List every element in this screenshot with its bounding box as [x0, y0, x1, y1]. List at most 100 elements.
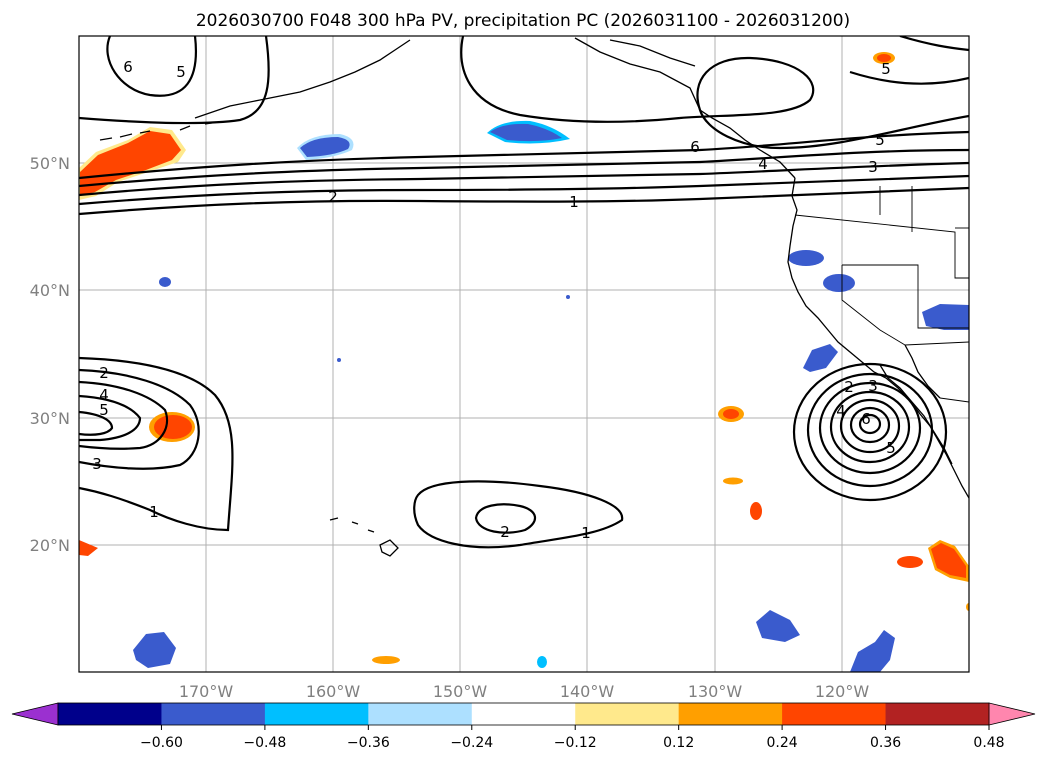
contour-label: 2 [500, 523, 510, 541]
precip-blobs [79, 52, 969, 672]
colorbar-ticks: −0.60 −0.48 −0.36 −0.24 −0.12 0.12 0.24 0.36 0.4… [140, 725, 1005, 751]
precip-blob [133, 632, 176, 668]
precip-blob [537, 656, 547, 668]
pv-contour-4 [79, 148, 969, 188]
colorbar-tick-label: −0.48 [243, 735, 286, 751]
precip-blob [756, 610, 800, 642]
precip-blob [490, 123, 562, 142]
contour-label: 6 [123, 58, 133, 76]
pv-contour [79, 368, 200, 470]
colorbar-segment [161, 703, 266, 725]
map-frame [78, 35, 970, 673]
contour-label: 2 [328, 188, 338, 206]
colorbar-frame [57, 702, 990, 726]
colorbar-extend-right [988, 702, 1036, 726]
lon-tick-label: 130°W [688, 682, 743, 701]
contour-label: 3 [868, 158, 878, 176]
precip-blob [750, 502, 762, 520]
pv-contour-1 [79, 186, 969, 216]
pv-contour [79, 36, 270, 125]
colorbar-tick-label: 0.12 [663, 735, 694, 751]
map-panel: 5 6 6 5 4 3 2 1 5 2 4 5 3 1 2 1 2 3 4 6 [78, 35, 970, 673]
contour-label: 1 [149, 503, 159, 521]
coastlines [99, 37, 969, 557]
coastline [904, 344, 941, 399]
lat-tick-label: 50°N [30, 154, 70, 173]
colorbar-tick-label: 0.48 [973, 735, 1004, 751]
pv-contour-3 [79, 161, 969, 197]
colorbar-tick-label: 0.36 [870, 735, 901, 751]
precip-blob [803, 344, 838, 372]
contour-label: 5 [881, 60, 891, 78]
colorbar-segment [885, 703, 990, 725]
pv-contour [474, 503, 536, 534]
border [842, 264, 969, 329]
lat-tick-labels: 50°N 40°N 30°N 20°N [30, 154, 70, 555]
colorbar-tick-label: −0.24 [450, 735, 493, 751]
border [904, 341, 969, 346]
lon-tick-labels: 170°W 160°W 150°W 140°W 130°W 120°W [179, 682, 870, 701]
colorbar-segment [575, 703, 680, 725]
pv-contour [792, 362, 948, 502]
colorbar-segment [264, 703, 369, 725]
precip-blob [80, 131, 181, 196]
contour-label: 2 [99, 364, 109, 382]
coastline [99, 121, 219, 141]
precip-blob [300, 137, 350, 157]
lon-tick-label: 120°W [815, 682, 870, 701]
pv-contour [849, 70, 969, 85]
contour-label: 4 [99, 386, 109, 404]
colorbar-tick-label: −0.60 [140, 735, 183, 751]
contour-label: 5 [99, 401, 109, 419]
colorbar-tick-label: 0.24 [767, 735, 798, 751]
colorbar-segments [58, 703, 990, 725]
coastline [194, 39, 411, 119]
pv-contour [413, 480, 624, 549]
contour-label: 5 [875, 131, 885, 149]
contour-label: 5 [176, 63, 186, 81]
colorbar-segment [471, 703, 576, 725]
lat-tick-label: 30°N [30, 409, 70, 428]
lat-tick-label: 40°N [30, 281, 70, 300]
pv-contour-5 [79, 130, 969, 180]
contour-label: 6 [861, 410, 871, 428]
coastline [609, 39, 696, 67]
precip-blob [723, 477, 743, 485]
lon-tick-label: 150°W [433, 682, 488, 701]
pv-contour [79, 394, 142, 442]
border [939, 397, 969, 403]
border [841, 265, 906, 346]
pv-contour [829, 390, 911, 464]
pv-contour [79, 356, 234, 532]
pv-contour [806, 372, 934, 488]
precip-blob [877, 54, 891, 62]
precip-blob [337, 358, 341, 362]
pv-contour [679, 56, 969, 150]
pv-contour [839, 398, 901, 454]
pv-contour [849, 406, 891, 444]
lon-tick-label: 170°W [179, 682, 234, 701]
contour-label: 4 [836, 402, 846, 420]
precip-blob [931, 543, 966, 578]
precip-blob [850, 630, 895, 672]
border [794, 214, 969, 279]
precip-blob [823, 274, 855, 292]
contour-label: 3 [92, 455, 102, 473]
precip-blob [966, 603, 969, 611]
precip-blob [372, 656, 400, 664]
colorbar-extend-left [11, 702, 59, 726]
colorbar-tick-label: −0.12 [554, 735, 597, 751]
pv-contour [858, 413, 882, 435]
precip-blob [566, 295, 570, 299]
map-title: 2026030700 F048 300 hPa PV, precipitatio… [196, 11, 850, 31]
contour-label: 2 [844, 378, 854, 396]
contour-label: 4 [758, 155, 768, 173]
precip-blob [723, 409, 739, 419]
contour-label: 1 [581, 524, 591, 542]
colorbar-segment [678, 703, 783, 725]
contour-label: 6 [690, 138, 700, 156]
precip-blob [897, 556, 923, 568]
colorbar-segment [58, 703, 162, 725]
precip-blob [922, 304, 969, 330]
